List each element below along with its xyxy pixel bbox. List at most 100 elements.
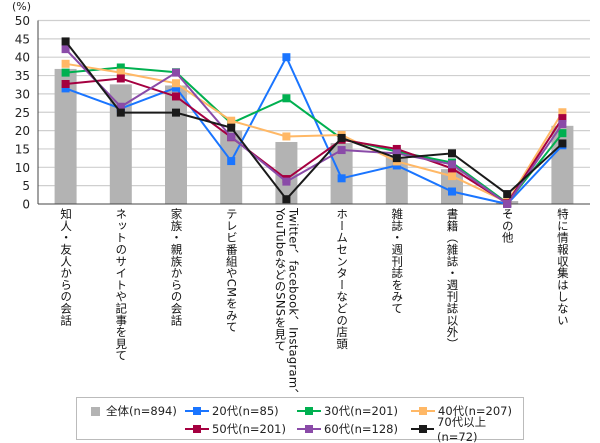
data-point — [503, 200, 512, 208]
data-point — [558, 119, 567, 128]
legend-item: 40代(n=207) — [411, 403, 512, 419]
x-tick-label: 知人・友人からの会話 — [59, 208, 74, 326]
x-tick-label: 雑誌・週刊誌をみて — [390, 208, 405, 315]
legend-item: 20代(n=85) — [185, 403, 279, 419]
y-tick-label: 35 — [15, 69, 30, 83]
legend-bar-swatch — [91, 406, 101, 416]
data-point — [61, 79, 70, 88]
legend-label: 60代(n=128) — [324, 422, 398, 436]
x-tick-label: 特に情報収集はしない — [555, 208, 570, 326]
legend-item: 全体(n=894) — [91, 403, 177, 419]
legend-label: 70代以上(n=72) — [437, 415, 487, 443]
legend-label: 30代(n=201) — [324, 404, 398, 418]
x-tick-label: 書籍（雑誌・週刊誌以外） — [445, 208, 460, 350]
y-tick-label: 15 — [15, 142, 30, 156]
y-tick-label: 0 — [22, 198, 30, 212]
data-point — [172, 108, 180, 117]
series-line — [64, 48, 564, 206]
data-point — [392, 149, 401, 158]
legend-line-swatch — [411, 424, 435, 434]
legend-label: 40代(n=207) — [438, 404, 512, 418]
data-point — [337, 133, 346, 142]
data-point — [116, 74, 125, 83]
bar — [551, 125, 574, 204]
data-point — [337, 174, 346, 183]
y-tick-label: 50 — [15, 14, 30, 28]
data-point — [558, 114, 567, 123]
plot-area: 0 5 10 15 20 25 30 35 40 45 50 — [15, 14, 590, 212]
x-tick-label: Twitter、facebook、Instagram、 YouTubeなどのSN… — [273, 208, 301, 401]
series-line — [65, 66, 564, 205]
x-tick-label: テレビ番組やCMをみて — [224, 208, 239, 333]
data-point — [116, 63, 125, 72]
data-point — [558, 129, 567, 138]
y-tick-label: 25 — [15, 106, 30, 120]
data-point — [282, 177, 291, 186]
data-point — [448, 160, 456, 169]
data-point — [116, 108, 125, 117]
data-point — [116, 68, 125, 77]
y-tick-label: 30 — [15, 87, 30, 101]
data-point — [116, 102, 125, 111]
data-point — [61, 45, 70, 54]
data-point — [61, 68, 70, 77]
legend-item: 30代(n=201) — [297, 403, 398, 419]
legend-label: 50代(n=201) — [212, 422, 286, 436]
bar — [330, 143, 353, 204]
data-point — [227, 132, 236, 141]
y-tick-label: 45 — [15, 32, 30, 46]
bar — [109, 84, 132, 204]
data-point — [448, 187, 456, 196]
bar — [275, 141, 298, 204]
data-point — [448, 149, 456, 158]
series-line — [64, 40, 564, 201]
y-tick-label: 10 — [15, 161, 30, 175]
legend-line-swatch — [411, 406, 435, 416]
legend-label: 20代(n=85) — [212, 404, 279, 418]
data-point — [337, 146, 346, 155]
data-point — [392, 144, 401, 153]
y-axis-unit: (%) — [12, 0, 32, 13]
data-point — [448, 172, 456, 181]
data-point — [282, 132, 291, 141]
data-point — [392, 154, 401, 163]
data-point — [282, 94, 291, 103]
x-tick-label: ホームセンターなどの店頭 — [335, 208, 350, 350]
data-point — [558, 108, 567, 117]
legend-item: 60代(n=128) — [297, 421, 398, 437]
x-tick-label: 家族・親族からの会話 — [169, 208, 184, 326]
y-tick-label: 40 — [15, 51, 30, 65]
series-line — [65, 62, 564, 204]
x-tick-label: その他 — [500, 208, 515, 244]
data-point — [172, 83, 180, 92]
series-line — [65, 77, 564, 205]
legend-line-swatch — [185, 406, 209, 416]
legend: 全体(n=894) 20代(n=85) 30代(n=201) 40代(n=207) 50… — [76, 397, 524, 443]
y-tick-label: 20 — [15, 124, 30, 138]
data-point — [172, 68, 180, 77]
data-point — [61, 37, 70, 46]
data-point — [448, 164, 456, 173]
data-point — [282, 195, 291, 204]
bar — [220, 130, 243, 204]
bar — [54, 68, 77, 204]
data-point — [227, 116, 236, 125]
data-point — [282, 53, 291, 62]
data-point — [61, 59, 70, 68]
y-tick-label: 5 — [22, 179, 30, 193]
legend-line-swatch — [297, 406, 321, 416]
legend-line-swatch — [185, 424, 209, 434]
data-point — [392, 161, 401, 170]
data-point — [227, 157, 236, 166]
legend-item: 50代(n=201) — [185, 421, 286, 437]
data-point — [558, 139, 567, 148]
legend-item: 70代以上(n=72) — [411, 415, 523, 443]
data-point — [172, 92, 180, 101]
data-point — [503, 190, 512, 199]
data-point — [61, 84, 70, 93]
legend-label: 全体(n=894) — [106, 404, 177, 418]
legend-line-swatch — [297, 424, 321, 434]
data-point — [172, 79, 180, 88]
x-tick-label: ネットのサイトや記事を見て — [114, 208, 129, 362]
